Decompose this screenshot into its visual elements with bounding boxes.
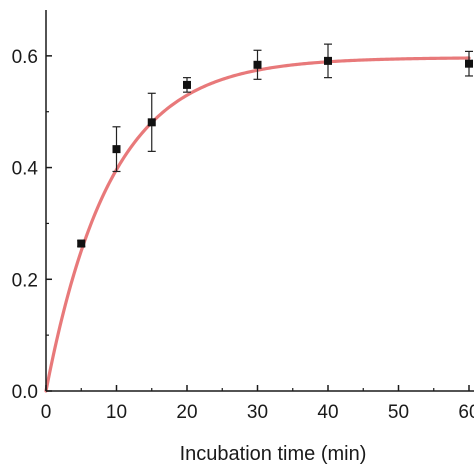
x-tick-label: 50 (388, 402, 409, 423)
y-tick-label: 0.0 (12, 382, 38, 403)
data-points (77, 56, 473, 248)
x-ticks: 0 10 20 30 40 50 60 (41, 385, 474, 423)
x-tick-label: 60 (458, 402, 474, 423)
data-point (465, 59, 473, 68)
data-point (324, 56, 332, 65)
data-point (77, 239, 86, 248)
y-tick-label: 0.4 (12, 159, 39, 180)
x-tick-label: 10 (106, 402, 127, 423)
y-tick-label: 0.2 (12, 270, 38, 291)
x-axis-title: Incubation time (min) (180, 443, 367, 465)
x-tick-label: 0 (41, 402, 52, 423)
x-tick-label: 30 (247, 402, 268, 423)
x-tick-label: 20 (176, 402, 197, 423)
fit-curve (44, 56, 471, 393)
plot-area (44, 43, 473, 393)
error-bars (77, 43, 473, 247)
y-ticks: 0.0 0.2 0.4 0.6 (12, 47, 52, 403)
data-point (183, 80, 191, 89)
data-point (112, 145, 121, 154)
data-point (253, 60, 262, 69)
y-tick-label: 0.6 (12, 47, 38, 68)
data-point (147, 118, 156, 127)
x-tick-label: 40 (317, 402, 338, 423)
